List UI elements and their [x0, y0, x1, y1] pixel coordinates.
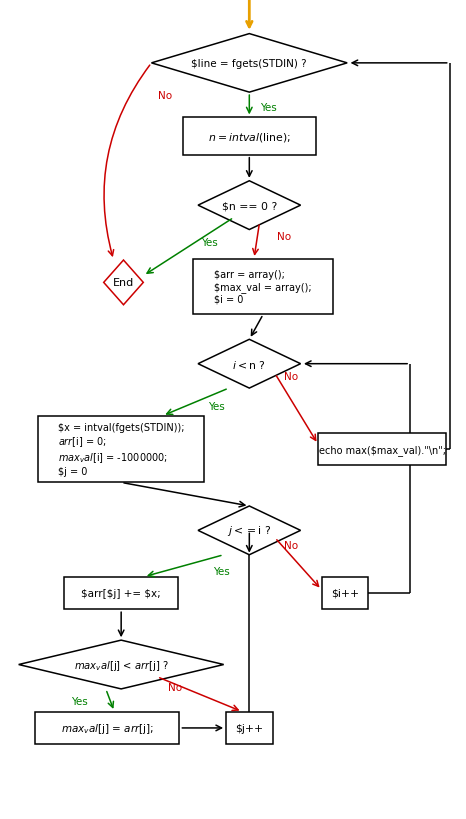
Text: $j <= $i ?: $j <= $i ? — [227, 523, 272, 538]
FancyBboxPatch shape — [64, 577, 178, 609]
Text: Yes: Yes — [213, 566, 230, 577]
Text: End: End — [113, 278, 134, 288]
Text: No: No — [168, 682, 182, 692]
Text: Yes: Yes — [208, 401, 225, 411]
Text: $line = fgets(STDIN) ?: $line = fgets(STDIN) ? — [192, 59, 307, 69]
Polygon shape — [198, 340, 301, 388]
Text: $j++: $j++ — [235, 723, 263, 733]
FancyBboxPatch shape — [35, 712, 179, 744]
Text: echo max($max_val)."\n";: echo max($max_val)."\n"; — [319, 444, 445, 455]
FancyBboxPatch shape — [183, 118, 316, 156]
Text: $max_val[$j] < $arr[$j] ?: $max_val[$j] < $arr[$j] ? — [74, 658, 169, 672]
Text: $max_val[$j] = $arr[$j];: $max_val[$j] = $arr[$j]; — [61, 721, 154, 735]
FancyBboxPatch shape — [39, 416, 204, 483]
Text: Yes: Yes — [260, 102, 276, 113]
Text: $arr[$j] += $x;: $arr[$j] += $x; — [81, 588, 161, 598]
Text: No: No — [158, 91, 172, 102]
Text: $n = intval($line);: $n = intval($line); — [208, 130, 291, 143]
Text: No: No — [284, 541, 298, 550]
Text: $x = intval(fgets(STDIN));
$arr[$i] = 0;
$max_val[$i] = -1000000;
$j = 0: $x = intval(fgets(STDIN)); $arr[$i] = 0;… — [58, 423, 185, 476]
Polygon shape — [103, 260, 144, 305]
Polygon shape — [198, 182, 301, 230]
Text: Yes: Yes — [71, 696, 88, 706]
FancyBboxPatch shape — [193, 260, 333, 314]
Text: No: No — [277, 232, 291, 242]
Text: $i < $n ?: $i < $n ? — [233, 358, 266, 370]
Polygon shape — [19, 640, 224, 689]
Text: $arr = array();
$max_val = array();
$i = 0: $arr = array(); $max_val = array(); $i =… — [214, 270, 312, 304]
FancyBboxPatch shape — [322, 577, 368, 609]
Text: Yes: Yes — [201, 238, 218, 247]
Text: $i++: $i++ — [331, 588, 359, 598]
Text: No: No — [284, 372, 298, 382]
Text: $n == 0 ?: $n == 0 ? — [222, 201, 277, 210]
FancyBboxPatch shape — [318, 433, 446, 466]
FancyBboxPatch shape — [226, 712, 273, 744]
Polygon shape — [151, 34, 347, 93]
Polygon shape — [198, 506, 301, 555]
